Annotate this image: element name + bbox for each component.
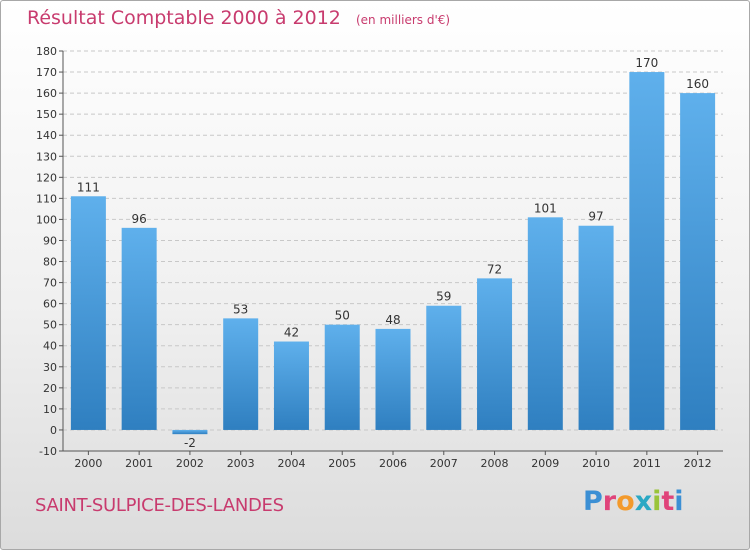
y-tick-label: 130: [36, 150, 57, 163]
y-tick-label: 160: [36, 87, 57, 100]
x-tick-label-2006: 2006: [379, 457, 407, 470]
value-label-2011: 170: [635, 56, 658, 70]
x-tick-label-2010: 2010: [582, 457, 610, 470]
chart-title: Résultat Comptable 2000 à 2012: [27, 7, 341, 29]
y-tick-label: 180: [36, 45, 57, 58]
value-label-2005: 50: [335, 309, 350, 323]
y-tick-label: -10: [39, 445, 57, 458]
value-label-2007: 59: [436, 290, 451, 304]
value-label-2000: 111: [77, 180, 100, 194]
bar-2007: [426, 305, 462, 430]
y-tick-label: 120: [36, 171, 57, 184]
proxiti-logo-letter: t: [661, 486, 675, 517]
proxiti-logo-letter: o: [616, 486, 635, 517]
bar-2001: [121, 227, 157, 430]
y-tick-label: 170: [36, 66, 57, 79]
value-label-2004: 42: [284, 326, 299, 340]
x-tick-label-2012: 2012: [684, 457, 712, 470]
y-tick-label: 110: [36, 192, 57, 205]
x-tick-label-2004: 2004: [277, 457, 305, 470]
bar-2004: [273, 341, 309, 430]
commune-name: SAINT-SULPICE-DES-LANDES: [35, 495, 284, 516]
y-tick-label: 100: [36, 213, 57, 226]
proxiti-logo: Proxiti: [583, 486, 684, 517]
y-tick-label: 60: [43, 298, 57, 311]
axes: [59, 50, 723, 455]
bar-2012: [680, 93, 716, 430]
value-label-2012: 160: [686, 77, 709, 91]
proxiti-logo-letter: i: [652, 486, 662, 517]
bar-2011: [629, 72, 665, 430]
y-tick-label: 70: [43, 277, 57, 290]
bar-2009: [527, 217, 563, 430]
y-tick-label: 20: [43, 382, 57, 395]
bar-2008: [477, 278, 513, 430]
value-label-2006: 48: [385, 313, 400, 327]
x-tick-label-2002: 2002: [176, 457, 204, 470]
value-label-2002: -2: [184, 436, 196, 450]
y-tick-label: 0: [50, 424, 57, 437]
x-tick-labels: 2000 2001 2002 2003 2004 2005 2006 2007 2008 2009…: [74, 457, 711, 470]
bar-2005: [324, 324, 360, 430]
value-label-2008: 72: [487, 262, 502, 276]
x-tick-label-2003: 2003: [227, 457, 255, 470]
chart-subtitle: (en milliers d'€): [355, 13, 451, 27]
value-labels: 111 96 -2 53 42 50 48 59 72 101 97 170 160: [77, 56, 709, 450]
x-tick-label-2008: 2008: [481, 457, 509, 470]
title-row: Résultat Comptable 2000 à 2012 (en milli…: [27, 7, 450, 29]
y-tick-label: 10: [43, 403, 57, 416]
y-tick-label: 50: [43, 319, 57, 332]
y-tick-label: 150: [36, 108, 57, 121]
x-tick-label-2000: 2000: [74, 457, 102, 470]
value-label-2003: 53: [233, 302, 248, 316]
bar-2010: [578, 225, 614, 430]
value-label-2001: 96: [132, 212, 147, 226]
proxiti-logo-letter: i: [674, 486, 684, 517]
y-tick-label: 80: [43, 256, 57, 269]
x-tick-label-2001: 2001: [125, 457, 153, 470]
y-tick-label: 40: [43, 340, 57, 353]
x-tick-label-2011: 2011: [633, 457, 661, 470]
proxiti-logo-letter: x: [634, 486, 653, 517]
value-label-2010: 97: [588, 210, 603, 224]
proxiti-logo-letter: P: [583, 486, 603, 517]
bar-2002: [172, 429, 208, 435]
y-tick-label: 90: [43, 234, 57, 247]
proxiti-logo-letter: r: [602, 486, 617, 517]
y-tick-label: 30: [43, 361, 57, 374]
x-tick-label-2009: 2009: [531, 457, 559, 470]
y-tick-label: 140: [36, 129, 57, 142]
bar-2003: [223, 318, 259, 430]
y-tick-labels: -10 0 10 20 30 40 50 60 70 80 90 100 110 120 130 140 150…: [36, 45, 57, 458]
bar-2006: [375, 328, 411, 430]
bar-2000: [70, 196, 106, 430]
bars: [70, 72, 716, 435]
value-label-2009: 101: [534, 201, 557, 215]
x-tick-label-2005: 2005: [328, 457, 356, 470]
x-tick-label-2007: 2007: [430, 457, 458, 470]
